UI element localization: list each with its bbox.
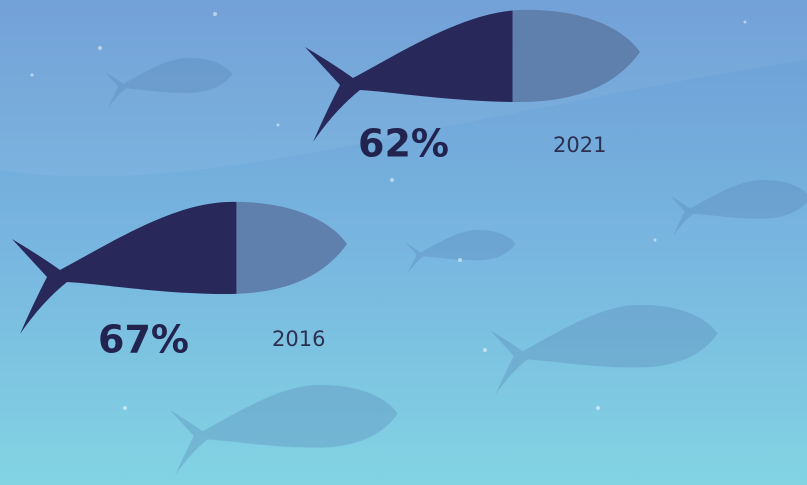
percent-label: 67% <box>98 318 189 362</box>
year-label: 2016 <box>272 327 325 351</box>
infographic: 62% 2021 67% 2016 <box>0 0 807 485</box>
year-label: 2021 <box>553 133 606 157</box>
percent-label: 62% <box>358 122 449 166</box>
